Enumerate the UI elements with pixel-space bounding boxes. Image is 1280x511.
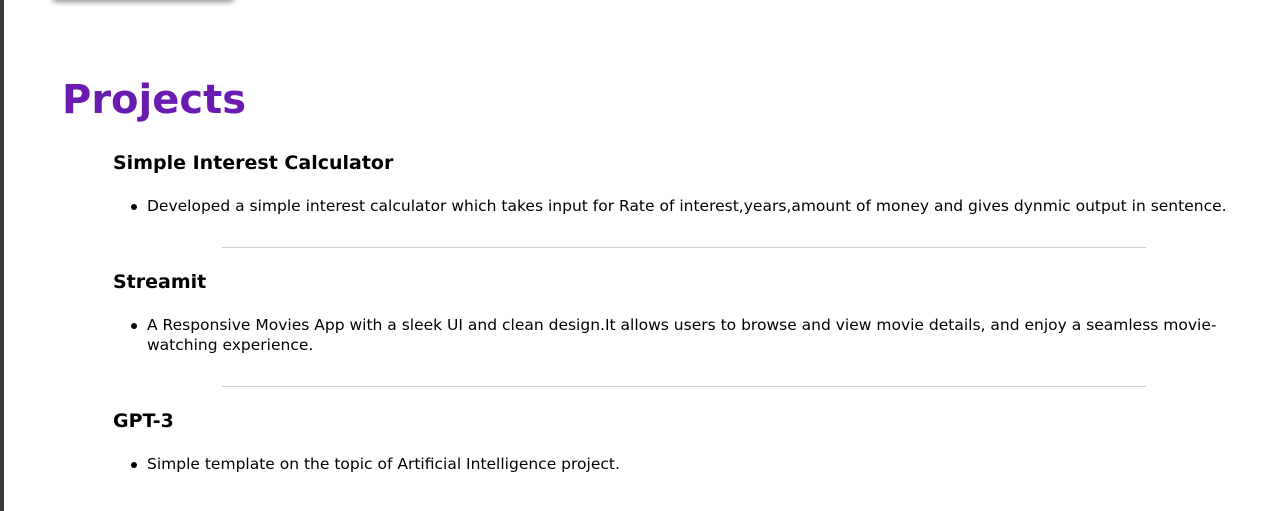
list-item: A Responsive Movies App with a sleek UI … bbox=[113, 316, 1273, 355]
project-title-streamit: Streamit bbox=[113, 271, 207, 293]
project-details-gpt-3: Simple template on the topic of Artifici… bbox=[113, 455, 1273, 475]
section-title: Projects bbox=[62, 77, 247, 123]
project-details-streamit: A Responsive Movies App with a sleek UI … bbox=[113, 316, 1273, 355]
project-description: Simple template on the topic of Artifici… bbox=[147, 455, 620, 473]
divider bbox=[222, 247, 1146, 248]
project-details-simple-interest-calculator: Developed a simple interest calculator w… bbox=[113, 197, 1273, 217]
bullet-icon bbox=[131, 204, 137, 210]
list-item: Simple template on the topic of Artifici… bbox=[113, 455, 1273, 475]
divider bbox=[222, 386, 1146, 387]
window-left-border bbox=[0, 0, 4, 511]
project-description: A Responsive Movies App with a sleek UI … bbox=[147, 316, 1217, 354]
project-title-simple-interest-calculator: Simple Interest Calculator bbox=[113, 152, 394, 174]
project-title-gpt-3: GPT-3 bbox=[113, 410, 174, 432]
bullet-icon bbox=[131, 323, 137, 329]
project-description: Developed a simple interest calculator w… bbox=[147, 197, 1227, 215]
list-item: Developed a simple interest calculator w… bbox=[113, 197, 1273, 217]
bullet-icon bbox=[131, 462, 137, 468]
